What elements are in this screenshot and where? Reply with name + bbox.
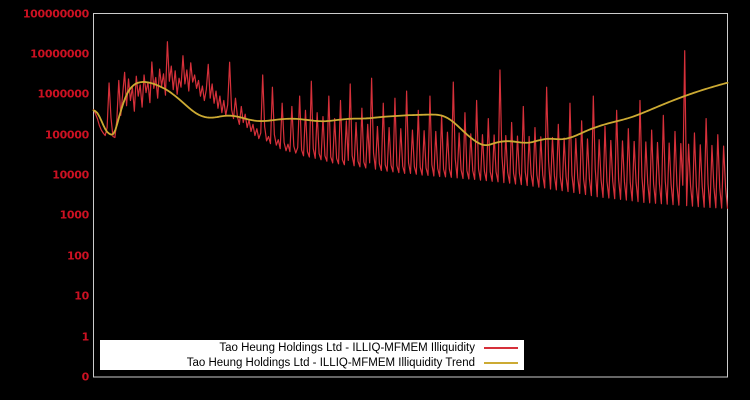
legend-label: Tao Heung Holdings Ltd - ILLIQ-MFMEM Ill…: [186, 356, 475, 369]
y-tick-label: 100000000: [22, 7, 89, 20]
series-layer: [92, 41, 729, 209]
y-tick-label: 1: [81, 330, 90, 344]
legend-color-swatch: [484, 346, 518, 349]
series-line-illiquidity: [92, 41, 729, 209]
y-tick-label: 10: [74, 289, 89, 303]
y-tick-label: 10000000: [30, 47, 89, 61]
y-tick-label: 100000: [44, 128, 89, 142]
plot-frame: [93, 13, 728, 378]
legend-label: Tao Heung Holdings Ltd - ILLIQ-MFMEM Ill…: [219, 341, 475, 354]
y-axis-tick-labels: 100000000 10000000 1000000 100000 10000 1000 1…: [0, 0, 90, 400]
chart-legend[interactable]: Tao Heung Holdings Ltd - ILLIQ-MFMEM Ill…: [100, 340, 524, 370]
legend-color-swatch: [484, 361, 518, 364]
legend-entry[interactable]: Tao Heung Holdings Ltd - ILLIQ-MFMEM Ill…: [100, 340, 524, 355]
y-tick-label: 10000: [52, 168, 89, 182]
y-tick-label: 0: [81, 370, 90, 384]
y-tick-label: 100: [66, 249, 89, 263]
y-tick-label: 1000000: [37, 87, 90, 101]
legend-entry[interactable]: Tao Heung Holdings Ltd - ILLIQ-MFMEM Ill…: [100, 355, 524, 370]
y-tick-label: 1000: [59, 208, 90, 222]
series-line-illiquidity-trend: [92, 81, 729, 147]
